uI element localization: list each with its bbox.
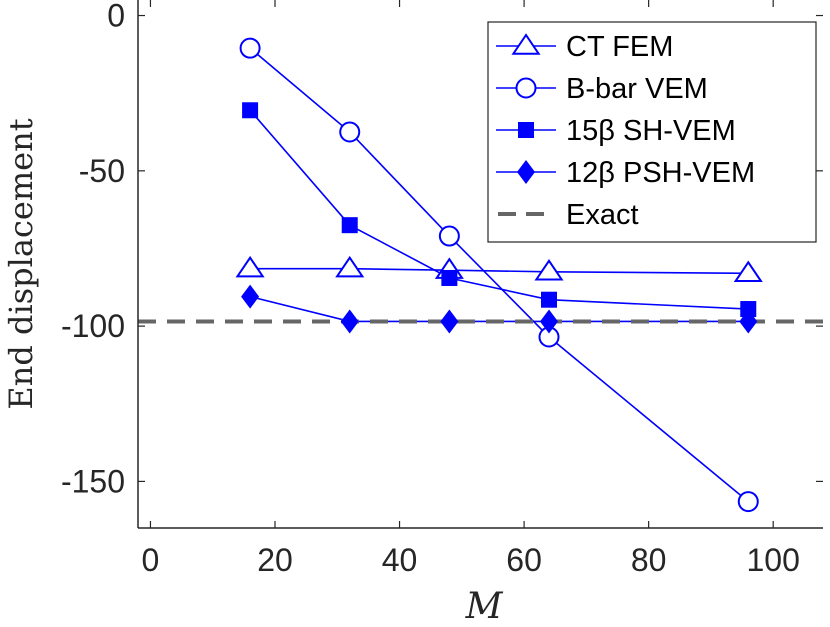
legend-label-ct-fem: CT FEM — [566, 31, 673, 63]
data-point-b-bar-vem — [737, 491, 759, 513]
x-tick-label: 60 — [506, 542, 542, 578]
x-axis-label: M — [465, 586, 504, 627]
legend[interactable]: CT FEM B-bar VEM 15β SH-VEM 12β PSH-VEM Exac… — [487, 21, 817, 243]
data-point-15beta-sh-vem — [541, 291, 557, 308]
legend-marker-ct-fem — [511, 33, 541, 55]
legend-box — [487, 21, 817, 243]
x-tick-label: 40 — [382, 542, 418, 578]
legend-label-12beta-psh-vem: 12β PSH-VEM — [566, 157, 755, 189]
y-tick-label: 0 — [107, 0, 125, 34]
data-point-12beta-psh-vem — [241, 284, 260, 309]
data-point-ct-fem — [335, 255, 365, 278]
legend-marker-b-bar-vem — [515, 77, 537, 99]
data-point-15beta-sh-vem — [341, 217, 358, 234]
data-point-12beta-psh-vem — [540, 309, 558, 334]
y-axis-label: End displacement — [2, 118, 40, 409]
tick-layer: 0 20 40 60 80 100 0 -50 -100 -150 — [61, 0, 823, 578]
data-point-12beta-psh-vem — [440, 309, 459, 334]
x-tick-label: 0 — [142, 542, 160, 578]
legend-item-ct-fem: CT FEM — [496, 31, 673, 63]
data-point-15beta-sh-vem — [740, 301, 757, 318]
legend-label-exact: Exact — [566, 199, 639, 231]
data-point-b-bar-vem — [339, 121, 361, 143]
legend-item-12beta-psh-vem: 12β PSH-VEM — [496, 157, 755, 189]
legend-label-b-bar-vem: B-bar VEM — [566, 73, 708, 105]
x-tick-label: 100 — [746, 542, 799, 578]
legend-item-b-bar-vem: B-bar VEM — [496, 73, 708, 105]
data-point-ct-fem — [733, 260, 763, 283]
data-point-b-bar-vem — [438, 225, 460, 247]
data-point-b-bar-vem — [239, 37, 261, 59]
data-point-12beta-psh-vem — [739, 309, 758, 334]
data-point-ct-fem — [534, 258, 564, 281]
series-layer — [138, 37, 823, 513]
legend-marker-15beta-sh-vem — [518, 122, 534, 138]
data-point-ct-fem — [235, 255, 265, 278]
data-point-12beta-psh-vem — [340, 309, 359, 334]
x-tick-label: 20 — [257, 542, 293, 578]
x-tick-label: 80 — [631, 542, 667, 578]
y-tick-label: -50 — [79, 153, 125, 189]
legend-label-15beta-sh-vem: 15β SH-VEM — [566, 115, 736, 147]
legend-item-exact: Exact — [498, 199, 639, 231]
data-point-15beta-sh-vem — [441, 269, 458, 286]
y-tick-label: -150 — [61, 463, 125, 499]
y-tick-label: -100 — [61, 308, 125, 344]
data-point-15beta-sh-vem — [242, 102, 259, 119]
legend-item-15beta-sh-vem: 15β SH-VEM — [496, 115, 736, 147]
axes-layer — [137, 0, 823, 529]
legend-marker-12beta-psh-vem — [517, 160, 535, 184]
